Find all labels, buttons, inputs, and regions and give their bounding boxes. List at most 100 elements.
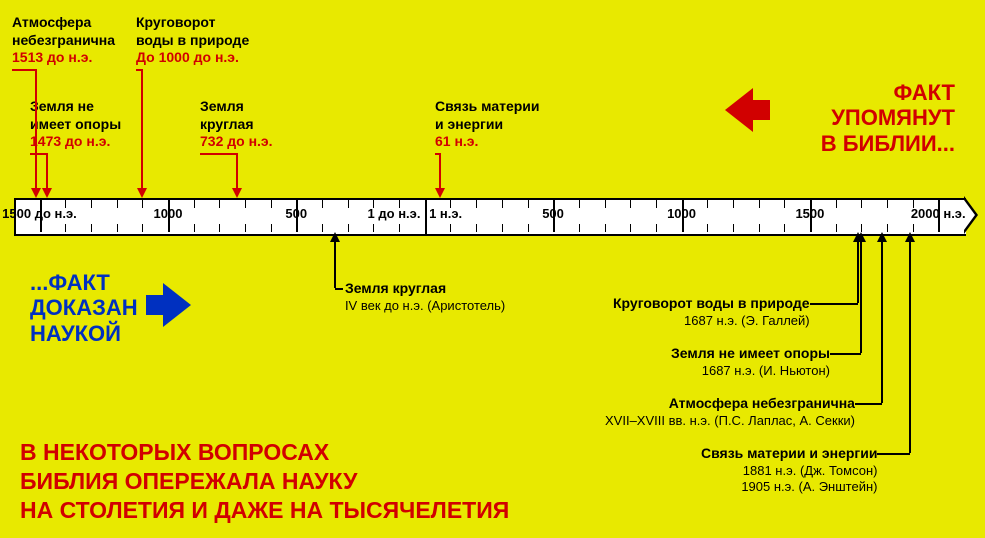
timeline-tick bbox=[65, 224, 66, 232]
arrow-down-icon bbox=[137, 188, 147, 198]
bible-fact-label: Связь материии энергии61 н.э. bbox=[435, 98, 540, 151]
timeline-tick bbox=[322, 224, 323, 232]
tick-label: 1 н.э. bbox=[429, 206, 462, 221]
science-banner-line2: ДОКАЗАН bbox=[30, 295, 138, 320]
timeline-tick bbox=[605, 224, 606, 232]
tick-label: 1000 bbox=[667, 206, 696, 221]
timeline-tick bbox=[117, 200, 118, 208]
science-fact-label: Круговорот воды в природе1687 н.э. (Э. Г… bbox=[613, 295, 810, 329]
callout-line bbox=[46, 153, 48, 190]
callout-line bbox=[857, 242, 859, 303]
tick-label: 2000 н.э. bbox=[911, 206, 966, 221]
arrow-up-icon bbox=[330, 232, 340, 242]
timeline-tick bbox=[579, 224, 580, 232]
tick-label: 1500 до н.э. bbox=[2, 206, 77, 221]
science-fact-label: Атмосфера небезграничнаXVII–XVIII вв. н.… bbox=[605, 395, 855, 429]
timeline-tick bbox=[707, 200, 708, 208]
timeline-tick bbox=[399, 224, 400, 232]
callout-line bbox=[35, 69, 37, 190]
timeline-tick bbox=[91, 200, 92, 208]
timeline-tick bbox=[194, 200, 195, 208]
timeline-tick bbox=[630, 200, 631, 208]
timeline-tick bbox=[245, 200, 246, 208]
timeline-tick bbox=[142, 224, 143, 232]
headline-line3: НА СТОЛЕТИЯ И ДАЖЕ НА ТЫСЯЧЕЛЕТИЯ bbox=[20, 496, 509, 525]
timeline-tick bbox=[245, 224, 246, 232]
callout-line bbox=[909, 242, 911, 453]
callout-line bbox=[860, 242, 862, 353]
arrow-left-icon bbox=[725, 88, 771, 132]
timeline-tick bbox=[861, 224, 862, 232]
bible-fact-label: Землякруглая732 до н.э. bbox=[200, 98, 273, 151]
timeline-tick bbox=[502, 200, 503, 208]
timeline-tick bbox=[528, 200, 529, 208]
arrow-down-icon bbox=[31, 188, 41, 198]
callout-line bbox=[334, 242, 336, 288]
bible-fact-label: Круговоротводы в природеДо 1000 до н.э. bbox=[136, 14, 249, 67]
timeline-tick bbox=[91, 224, 92, 232]
tick-label: 500 bbox=[285, 206, 307, 221]
science-fact-label: Земля круглаяIV век до н.э. (Аристотель) bbox=[345, 280, 505, 314]
tick-label: 1 до н.э. bbox=[368, 206, 421, 221]
arrow-down-icon bbox=[435, 188, 445, 198]
bible-fact-label: Земля неимеет опоры1473 до н.э. bbox=[30, 98, 121, 151]
science-banner-line3: НАУКОЙ bbox=[30, 321, 138, 346]
science-fact-label: Земля не имеет опоры1687 н.э. (И. Ньютон… bbox=[671, 345, 830, 379]
timeline-tick bbox=[836, 200, 837, 208]
timeline-tick bbox=[348, 224, 349, 232]
infographic-canvas: 1500 до н.э. 1000 500 1 до н.э. 1 н.э. 500 100… bbox=[0, 0, 985, 538]
timeline-tick bbox=[476, 224, 477, 232]
bible-banner-line3: В БИБЛИИ... bbox=[821, 131, 955, 156]
timeline-tick bbox=[784, 200, 785, 208]
timeline-tick bbox=[605, 200, 606, 208]
timeline-tick bbox=[194, 224, 195, 232]
bottom-headline: В НЕКОТОРЫХ ВОПРОСАХ БИБЛИЯ ОПЕРЕЖАЛА НА… bbox=[20, 438, 509, 524]
timeline-tick bbox=[476, 200, 477, 208]
timeline-tick bbox=[219, 224, 220, 232]
callout-line bbox=[236, 153, 238, 190]
timeline-tick bbox=[759, 200, 760, 208]
timeline-arrowhead-icon bbox=[964, 196, 978, 234]
callout-line bbox=[439, 153, 441, 190]
timeline-tick bbox=[450, 224, 451, 232]
callout-line bbox=[141, 69, 143, 190]
timeline-tick bbox=[913, 224, 914, 232]
timeline-tick bbox=[707, 224, 708, 232]
science-fact-label: Связь материи и энергии1881 н.э. (Дж. То… bbox=[701, 445, 877, 495]
timeline-tick bbox=[271, 200, 272, 208]
timeline-tick bbox=[348, 200, 349, 208]
timeline-tick bbox=[784, 224, 785, 232]
timeline-tick bbox=[656, 224, 657, 232]
timeline-tick bbox=[117, 224, 118, 232]
timeline-tick bbox=[887, 200, 888, 208]
arrow-up-icon bbox=[856, 232, 866, 242]
bible-fact-label: Атмосферанебезгранична1513 до н.э. bbox=[12, 14, 115, 67]
bible-banner: ФАКТ УПОМЯНУТ В БИБЛИИ... bbox=[821, 80, 955, 156]
tick-label: 500 bbox=[542, 206, 564, 221]
bible-banner-line1: ФАКТ bbox=[821, 80, 955, 105]
arrow-right-icon bbox=[145, 283, 191, 327]
arrow-up-icon bbox=[877, 232, 887, 242]
headline-line1: В НЕКОТОРЫХ ВОПРОСАХ bbox=[20, 438, 509, 467]
timeline-tick bbox=[322, 200, 323, 208]
tick-label: 1500 bbox=[795, 206, 824, 221]
arrow-down-icon bbox=[232, 188, 242, 198]
science-banner-line1: ...ФАКТ bbox=[30, 270, 138, 295]
arrow-up-icon bbox=[905, 232, 915, 242]
tick-label: 1000 bbox=[154, 206, 183, 221]
timeline-tick bbox=[733, 200, 734, 208]
callout-line bbox=[881, 242, 883, 403]
timeline-tick bbox=[502, 224, 503, 232]
timeline-tick bbox=[579, 200, 580, 208]
timeline-tick bbox=[142, 200, 143, 208]
timeline-tick bbox=[373, 224, 374, 232]
timeline-tick bbox=[836, 224, 837, 232]
timeline-tick bbox=[271, 224, 272, 232]
bible-banner-line2: УПОМЯНУТ bbox=[821, 105, 955, 130]
timeline-tick bbox=[861, 200, 862, 208]
timeline-tick bbox=[630, 224, 631, 232]
headline-line2: БИБЛИЯ ОПЕРЕЖАЛА НАУКУ bbox=[20, 467, 509, 496]
timeline-tick bbox=[887, 224, 888, 232]
timeline-tick bbox=[528, 224, 529, 232]
timeline-tick bbox=[656, 200, 657, 208]
